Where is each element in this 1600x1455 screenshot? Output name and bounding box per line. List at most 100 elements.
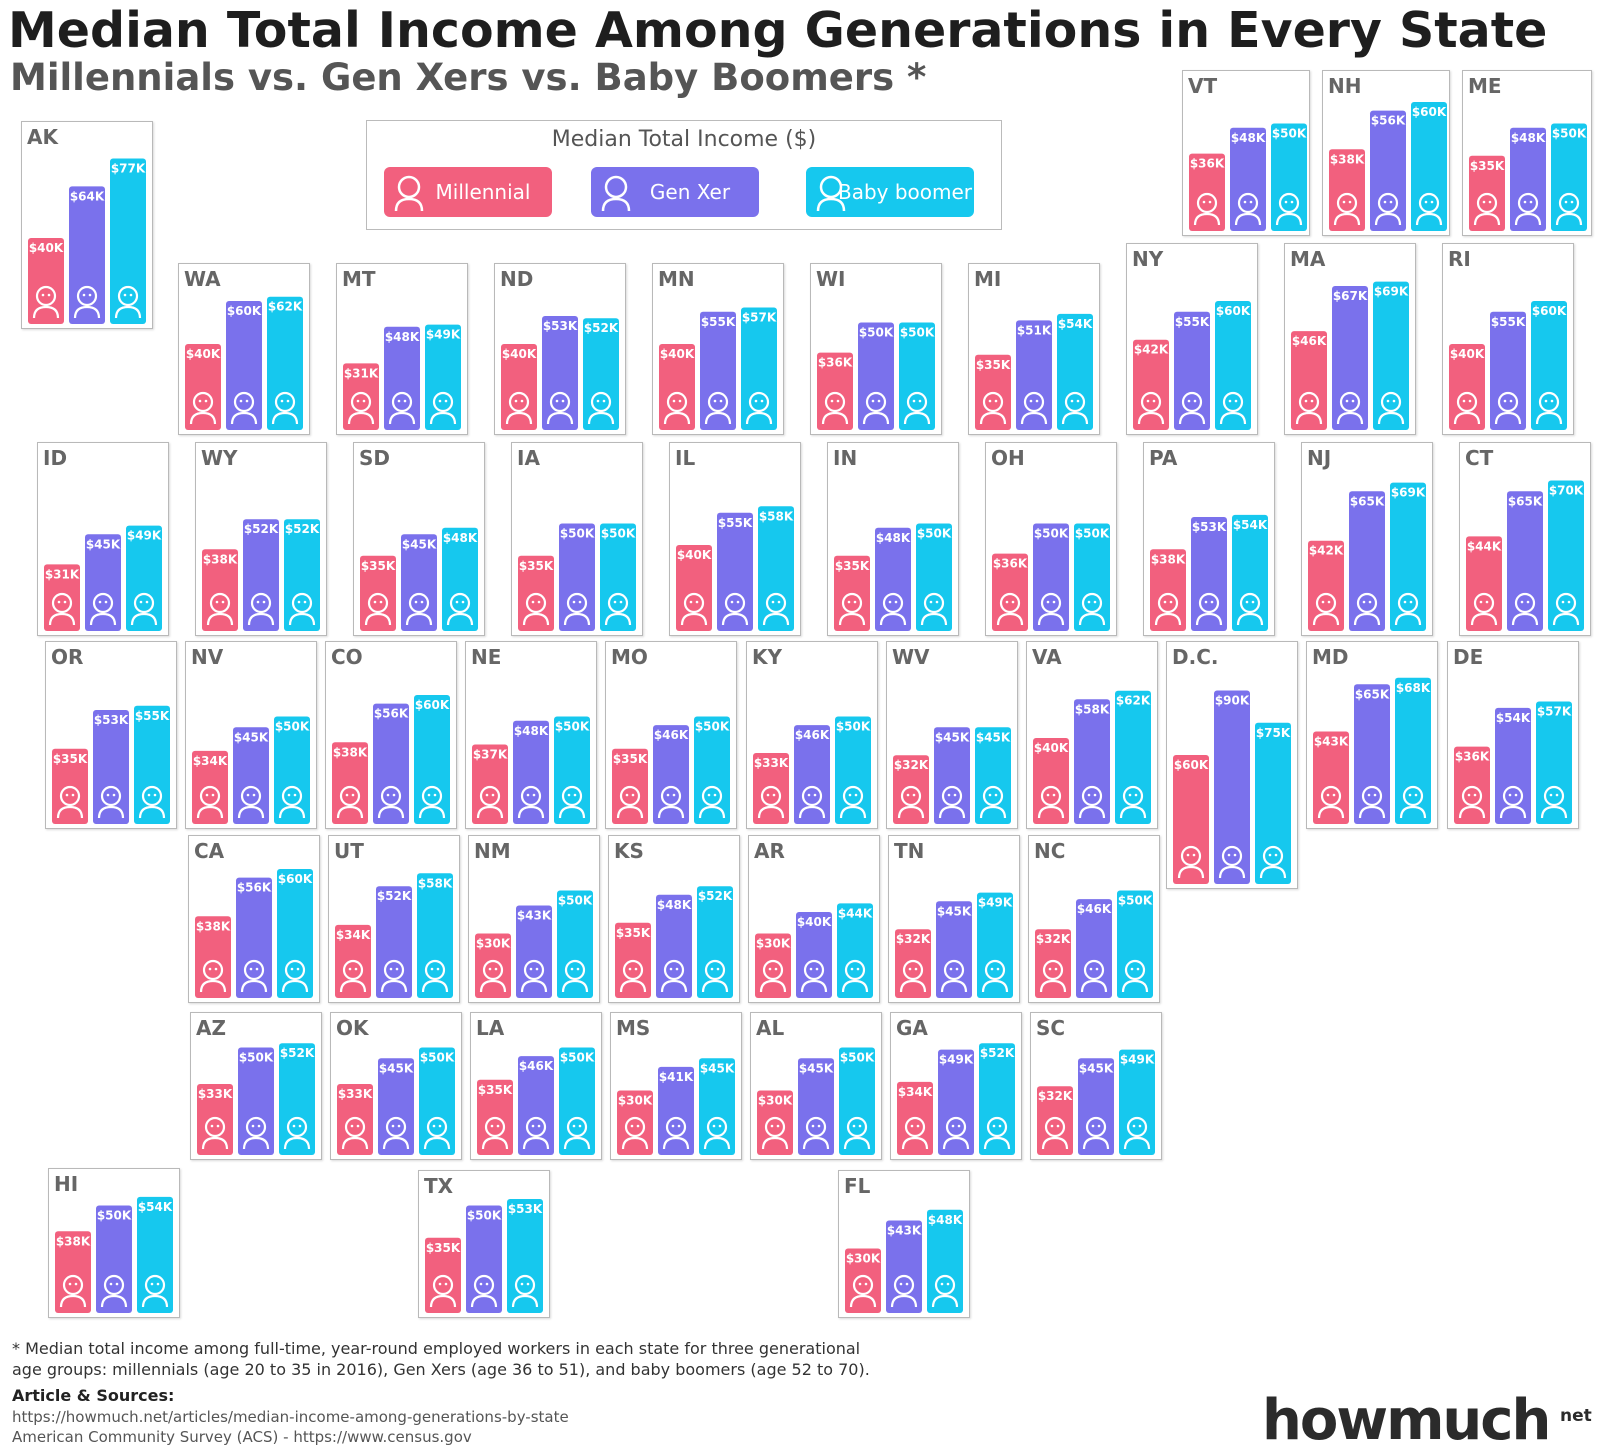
boomer-person-icon (278, 785, 306, 819)
bar-boomer (267, 296, 303, 430)
state-tile-vt: VT $36K $48K $50K (1182, 70, 1310, 236)
state-bars-svg: DE $36K $54K $57K (1453, 645, 1572, 824)
bar-value-label: $77K (111, 161, 146, 175)
millennial-person-icon (48, 592, 76, 626)
bar-value-label: $43K (887, 1224, 922, 1238)
bar-value-label: $45K (799, 1061, 834, 1075)
bar-value-label: $50K (601, 527, 636, 541)
boomer-person-icon (130, 592, 158, 626)
bar-millennial (197, 1084, 233, 1155)
state-tile-ia: IA $35K $50K $50K (511, 442, 643, 636)
state-tile-ms: MS $30K $41K $45K (610, 1012, 742, 1160)
boomer-person-icon (604, 592, 632, 626)
boomer-person-icon (701, 959, 729, 993)
bar-value-label: $50K (840, 1051, 875, 1065)
millennial-person-icon (1470, 592, 1498, 626)
bar-value-label: $52K (377, 889, 412, 903)
bar-value-label: $33K (198, 1087, 233, 1101)
bar-value-label: $49K (127, 529, 162, 543)
bar-boomer (1373, 281, 1409, 430)
bar-value-label: $35K (478, 1083, 513, 1097)
state-tile-in: IN $35K $48K $50K (827, 442, 959, 636)
state-label: NH (1328, 74, 1361, 98)
bar-value-label: $60K (415, 698, 450, 712)
bar-value-label: $50K (420, 1051, 455, 1065)
legend-item-boomer: Baby boomer (806, 167, 974, 217)
boomer-person-icon (920, 592, 948, 626)
legend-item-genx: Gen Xer (591, 167, 759, 217)
bar-genx (69, 186, 105, 324)
boomer-person-icon (1123, 1116, 1151, 1150)
state-label: OH (991, 446, 1025, 470)
state-label: WI (816, 267, 846, 291)
bar-value-label: $50K (900, 326, 935, 340)
genx-person-icon (100, 1274, 128, 1308)
state-tile-ct: CT $44K $65K $70K (1459, 442, 1591, 636)
bar-value-label: $38K (1330, 152, 1365, 166)
bar-value-label: $38K (333, 745, 368, 759)
state-label: PA (1149, 446, 1178, 470)
state-tile-tx: TX $35K $50K $53K (418, 1170, 550, 1318)
millennial-person-icon (1039, 959, 1067, 993)
bar-value-label: $40K (502, 347, 537, 361)
boomer-person-icon (1275, 192, 1303, 226)
bar-millennial (343, 363, 379, 430)
source-link-article[interactable]: https://howmuch.net/articles/median-inco… (12, 1408, 569, 1426)
boomer-person-icon (138, 785, 166, 819)
state-label: DE (1453, 645, 1483, 669)
state-label: NE (471, 645, 501, 669)
bar-value-label: $46K (654, 728, 689, 742)
genx-person-icon (660, 959, 688, 993)
bar-value-label: $48K (928, 1213, 963, 1227)
genx-person-icon (1353, 592, 1381, 626)
state-bars-svg: IN $35K $48K $50K (833, 446, 952, 631)
state-bars-svg: NE $37K $48K $50K (471, 645, 590, 824)
bar-value-label: $30K (758, 1094, 793, 1108)
bar-value-label: $55K (1491, 315, 1526, 329)
state-tile-de: DE $36K $54K $57K (1447, 641, 1579, 829)
state-tile-nm: NM $30K $43K $50K (468, 835, 600, 1003)
bar-value-label: $50K (560, 527, 595, 541)
bar-value-label: $35K (53, 752, 88, 766)
millennial-person-icon (979, 391, 1007, 425)
bar-millennial (845, 1248, 881, 1313)
millennial-person-icon (189, 391, 217, 425)
bar-value-label: $54K (138, 1200, 173, 1214)
bar-value-label: $60K (1412, 105, 1447, 119)
millennial-person-icon (1177, 845, 1205, 879)
bar-millennial (337, 1084, 373, 1155)
millennial-person-icon (505, 391, 533, 425)
genx-person-icon (382, 1116, 410, 1150)
boomer-person-icon (1377, 391, 1405, 425)
state-bars-svg: MN $40K $55K $57K (658, 267, 777, 430)
state-label: CO (331, 645, 363, 669)
bar-value-label: $45K (402, 537, 437, 551)
source-link-census[interactable]: American Community Survey (ACS) - https:… (12, 1428, 472, 1446)
millennial-person-icon (1473, 192, 1501, 226)
bar-value-label: $30K (476, 937, 511, 951)
bar-value-label: $38K (1151, 552, 1186, 566)
state-bars-svg: OK $33K $45K $50K (336, 1016, 455, 1155)
boomer-person-icon (511, 1274, 539, 1308)
boomer-person-icon (563, 1116, 591, 1150)
bar-value-label: $45K (937, 904, 972, 918)
bar-value-label: $58K (1075, 702, 1110, 716)
bar-value-label: $50K (695, 720, 730, 734)
bar-value-label: $68K (1396, 681, 1431, 695)
millennial-person-icon (1312, 592, 1340, 626)
bar-genx (796, 912, 832, 998)
genx-person-icon (230, 391, 258, 425)
boomer-person-icon (421, 959, 449, 993)
state-label: AZ (196, 1016, 226, 1040)
state-label: ID (43, 446, 67, 470)
boomer-person-icon (141, 1274, 169, 1308)
state-bars-svg: RI $40K $55K $60K (1448, 247, 1567, 430)
state-tile-nj: NJ $42K $65K $69K (1301, 442, 1433, 636)
state-bars-svg: NC $32K $46K $50K (1034, 839, 1153, 998)
bar-value-label: $35K (361, 559, 396, 573)
bar-value-label: $60K (278, 872, 313, 886)
bar-millennial (1033, 738, 1069, 824)
millennial-person-icon (201, 1116, 229, 1150)
state-bars-svg: GA $34K $49K $52K (896, 1016, 1015, 1155)
